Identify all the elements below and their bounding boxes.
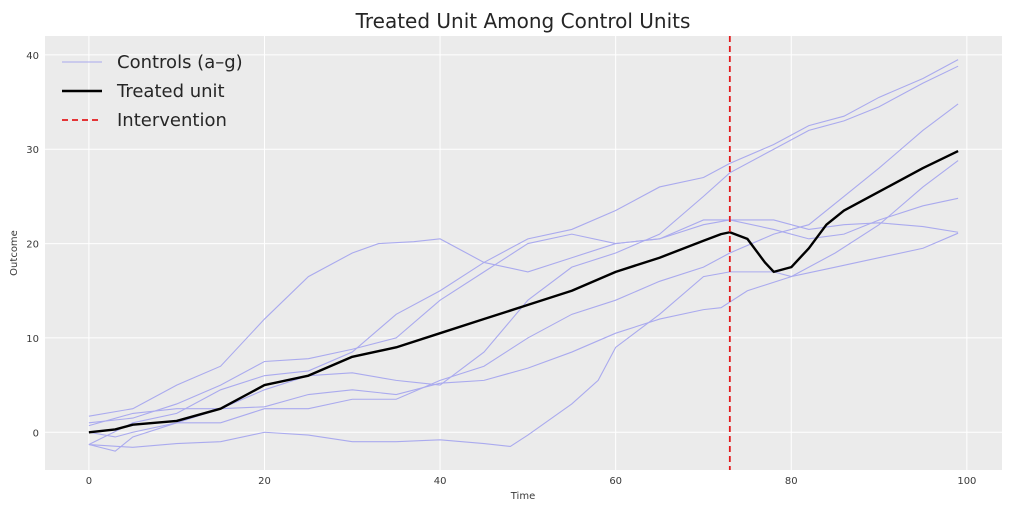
y-tick-label: 30 <box>26 145 39 156</box>
y-tick-labels: 0 10 20 30 40 <box>26 51 39 439</box>
x-tick-label: 100 <box>957 476 976 487</box>
x-tick-label: 20 <box>258 476 271 487</box>
y-tick-label: 20 <box>26 240 39 251</box>
series-layer <box>88 59 959 452</box>
x-tick-label: 80 <box>785 476 798 487</box>
legend-label: Controls (a–g) <box>117 52 243 73</box>
x-tick-label: 40 <box>434 476 447 487</box>
x-tick-labels: 0 20 40 60 80 100 <box>86 476 977 487</box>
y-tick-label: 0 <box>33 428 39 439</box>
control-series-line <box>88 197 959 424</box>
x-tick-label: 60 <box>609 476 622 487</box>
control-series-line <box>88 59 959 446</box>
y-tick-label: 10 <box>26 334 39 345</box>
x-axis-label: Time <box>510 491 535 502</box>
control-series-line <box>88 232 959 448</box>
x-tick-label: 0 <box>86 476 92 487</box>
control-series-line <box>88 160 959 427</box>
y-axis-label: Outcome <box>9 230 20 276</box>
chart-title: Treated Unit Among Control Units <box>355 9 691 33</box>
grid-lines <box>45 36 1002 470</box>
legend-label: Intervention <box>117 110 227 131</box>
y-tick-label: 40 <box>26 51 39 62</box>
treated-series-line <box>88 150 959 434</box>
control-series-line <box>88 103 959 438</box>
legend-label: Treated unit <box>116 81 225 102</box>
legend: Controls (a–g) Treated unit Intervention <box>62 52 243 131</box>
plot-background <box>45 36 1002 470</box>
control-series-line <box>88 219 959 417</box>
